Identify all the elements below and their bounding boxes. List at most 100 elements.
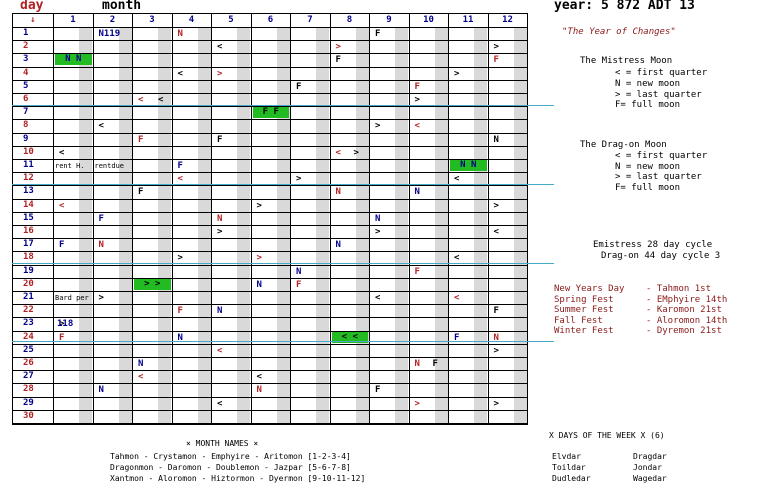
moon-phase-mark: F <box>414 266 420 277</box>
grid-hline <box>13 27 527 28</box>
column-header-2: 2 <box>109 15 116 25</box>
moon-phase-mark: N <box>414 359 420 369</box>
festival-name: New Years Day <box>554 284 625 294</box>
grid-hline <box>13 370 527 372</box>
month-label: month <box>102 0 142 13</box>
row-label-5: 5 <box>23 80 29 91</box>
moon-phase-mark: N <box>177 29 183 39</box>
day-elvdar: Elvdar <box>552 452 581 461</box>
cycle-guide-line <box>12 341 554 342</box>
column-header-10: 10 <box>423 15 434 25</box>
moon-phase-mark: N <box>98 385 104 396</box>
moon-phase-mark: N <box>138 359 144 369</box>
cycle-guide-line <box>12 263 554 264</box>
grid-hline <box>13 409 527 411</box>
moon-phase-mark: < <box>138 95 144 105</box>
moon-phase-mark: N <box>493 332 499 343</box>
moon-phase-mark: > <box>353 147 359 158</box>
row-label-7: 7 <box>23 107 29 118</box>
cycle-guide-line <box>12 105 554 106</box>
corner-arrow-icon: ↓ <box>30 15 36 25</box>
moon-phase-mark: F <box>493 55 499 66</box>
day-wagedar: Wagedar <box>633 474 667 483</box>
dragon-new-moon: N = new moon <box>615 162 681 172</box>
cycle-guide-line <box>12 184 554 185</box>
moon-phase-mark: F <box>296 81 302 92</box>
year-label: year: 5 872 ADT 13 <box>554 0 695 13</box>
mistress-new-moon: N = new moon <box>615 79 681 89</box>
grid-hline <box>13 66 527 68</box>
festival-name: Summer Fest <box>554 305 614 315</box>
year-title: "The Year of Changes" <box>562 27 676 37</box>
grid-hline <box>13 343 527 345</box>
row-label-6: 6 <box>23 94 29 104</box>
moon-phase-mark: F <box>177 161 183 171</box>
festival-date: - Tahmon 1st <box>646 284 712 294</box>
grid-hline <box>13 383 527 385</box>
moon-phase-mark: N <box>177 332 183 343</box>
row-label-21: 21 <box>23 292 34 302</box>
column-header-6: 6 <box>267 15 274 25</box>
grid-hline <box>13 145 527 147</box>
festival-name: Winter Fest <box>554 326 614 336</box>
month-names-line-3: Xantmon - Aloromon - Hiztormon - Dyermon… <box>110 474 366 483</box>
moon-phase-mark: > <box>375 227 381 237</box>
moon-phase-mark: > <box>217 227 223 237</box>
moon-phase-mark: > <box>375 121 381 132</box>
moon-phase-mark: > <box>493 42 499 53</box>
moon-phase-mark: > <box>493 345 499 356</box>
moon-phase-mark: N <box>217 306 223 317</box>
moon-phase-mark: F <box>177 306 183 317</box>
grid-vline <box>487 14 489 424</box>
row-label-2: 2 <box>23 41 29 52</box>
moon-phase-mark: F <box>375 29 381 39</box>
grid-hline <box>13 40 527 42</box>
month-names-line-1: Tahmon - Crystamon - Emphyire - Aritomon… <box>110 452 351 461</box>
highlight-block: > > <box>134 278 171 290</box>
moon-phase-mark: < <box>98 121 104 132</box>
grid-hline <box>13 357 527 358</box>
grid-vline <box>211 14 212 424</box>
cycle-dragon: Drag-on 44 day cycle 3 <box>601 251 721 261</box>
row-label-19: 19 <box>23 265 34 276</box>
grid-hline <box>13 132 527 134</box>
moon-phase-mark: F <box>454 332 460 343</box>
note-rentdue: rentdue <box>94 162 125 170</box>
row-label-30: 30 <box>23 410 34 421</box>
grid-hline <box>13 291 527 292</box>
moon-phase-mark: < <box>217 42 223 53</box>
grid-vline <box>329 14 331 424</box>
day-dudledar: Dudledar <box>552 474 591 483</box>
row-label-13: 13 <box>23 186 34 197</box>
month-names-line-2: Dragonmon - Daromon - Doublemon - Jazpar… <box>110 463 351 472</box>
festival-date: - EMphyire 14th <box>646 294 728 305</box>
moon-phase-mark: < <box>59 200 65 211</box>
grid-hline <box>13 106 527 108</box>
grid-hline <box>13 159 527 160</box>
grid-hline <box>13 317 527 319</box>
moon-phase-mark: F <box>335 55 341 66</box>
highlight-block: N N <box>450 160 487 171</box>
days-of-week-title: X DAYS OF THE WEEK X (6) <box>549 431 665 440</box>
highlight-block: N N <box>55 54 92 66</box>
moon-phase-mark: < <box>375 293 381 303</box>
moon-phase-mark: > <box>256 200 262 211</box>
column-header-9: 9 <box>386 15 392 25</box>
moon-phase-mark: F <box>493 306 499 317</box>
grid-hline <box>13 264 527 266</box>
grid-hline <box>13 225 527 226</box>
note-rent: rent H. <box>55 162 85 170</box>
moon-phase-mark: N119 <box>98 29 121 39</box>
row-label-27: 27 <box>23 371 34 382</box>
moon-phase-mark: < <box>414 121 420 132</box>
grid-vline <box>448 14 449 424</box>
moon-phase-mark: < <box>454 253 460 264</box>
grid-vline <box>290 14 291 424</box>
row-label-25: 25 <box>23 344 34 355</box>
moon-phase-mark: > <box>335 42 341 53</box>
moon-phase-mark: < <box>256 372 262 383</box>
moon-phase-mark: > <box>177 253 183 264</box>
day-toildar: Toildar <box>552 463 586 472</box>
grid-vline <box>408 14 410 424</box>
column-header-3: 3 <box>149 15 155 25</box>
